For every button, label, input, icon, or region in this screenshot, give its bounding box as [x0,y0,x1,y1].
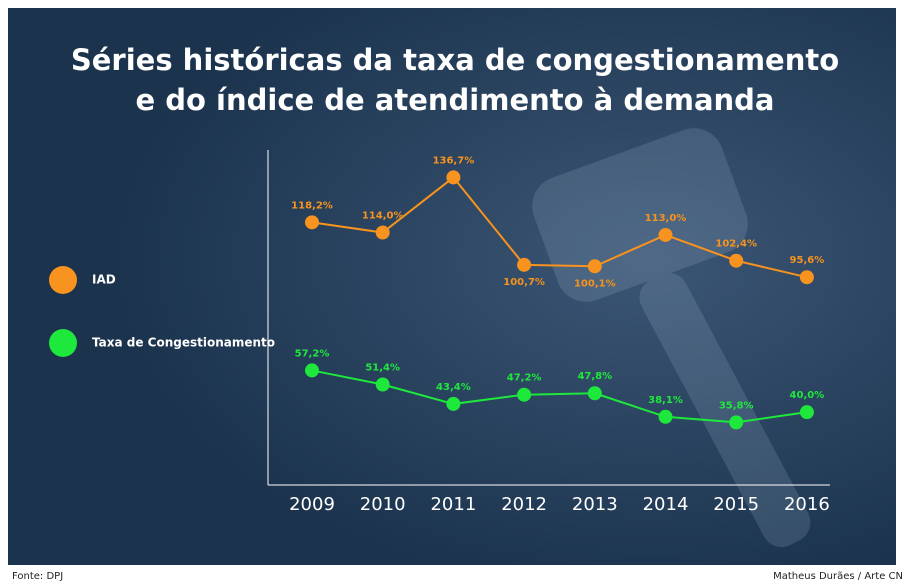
data-point [658,409,673,424]
data-point [729,253,744,268]
data-label: 35,8% [719,400,754,411]
chart-title: Séries históricas da taxa de congestiona… [71,43,839,77]
legend-label: IAD [92,273,116,287]
x-tick-label: 2009 [289,494,335,515]
data-point [658,227,673,242]
x-tick-label: 2012 [501,494,547,515]
data-point [517,387,532,402]
data-label: 100,1% [574,278,616,289]
data-label: 47,8% [577,371,612,382]
data-label: 38,1% [648,395,683,406]
data-label: 57,2% [295,348,330,359]
data-label: 136,7% [433,155,475,166]
data-point [375,225,390,240]
data-point [446,170,461,185]
data-point [729,415,744,430]
x-tick-label: 2016 [784,494,830,515]
data-label: 47,2% [507,373,542,384]
chart-subtitle: e do índice de atendimento à demanda [135,83,774,117]
x-tick-label: 2013 [572,494,618,515]
data-point [305,363,319,378]
x-tick-label: 2010 [360,494,406,515]
data-point [587,386,602,401]
background [8,8,896,565]
data-point [517,257,532,272]
data-label: 95,6% [790,255,825,266]
data-point [587,259,602,274]
legend-marker [49,266,77,294]
data-label: 113,0% [645,213,687,224]
series-line [311,176,808,279]
legend-label: Taxa de Congestionamento [92,336,275,350]
data-point [305,215,319,230]
data-label: 40,0% [790,390,825,401]
source: Fonte: DPJ [12,571,63,582]
x-tick-label: 2011 [430,494,476,515]
gavel-decoration [532,128,811,548]
data-label: 118,2% [291,200,333,211]
data-point [446,396,461,411]
x-tick-label: 2014 [643,494,689,515]
data-point [375,377,390,392]
series-line [311,369,808,424]
data-label: 100,7% [503,277,545,288]
data-label: 43,4% [436,382,471,393]
data-point [799,405,814,420]
data-label: 114,0% [362,211,404,222]
data-point [799,270,814,285]
credit: Matheus Durães / Arte CN [773,571,903,582]
legend-marker [49,329,77,357]
x-tick-label: 2015 [713,494,759,515]
data-label: 102,4% [715,239,757,250]
data-label: 51,4% [365,363,400,374]
